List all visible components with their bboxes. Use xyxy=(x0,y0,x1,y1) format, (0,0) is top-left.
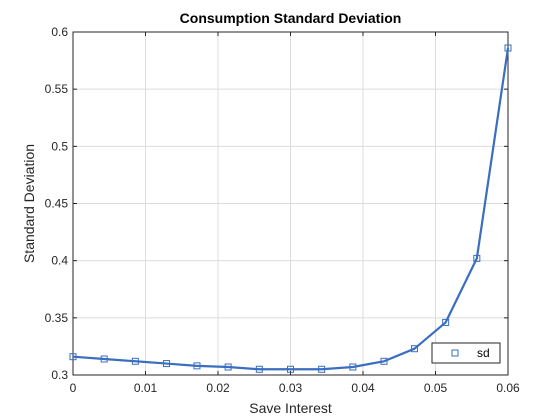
y-tick-label: 0.5 xyxy=(51,139,68,153)
y-tick-label: 0.45 xyxy=(45,197,69,211)
y-tick-label: 0.4 xyxy=(51,254,68,268)
x-tick-label: 0.04 xyxy=(351,381,375,395)
x-axis-label: Save Interest xyxy=(249,400,332,416)
y-tick-label: 0.55 xyxy=(45,82,69,96)
y-tick-label: 0.35 xyxy=(45,311,69,325)
chart-title: Consumption Standard Deviation xyxy=(180,10,402,26)
x-tick-label: 0.05 xyxy=(424,381,448,395)
legend: sd xyxy=(432,343,500,363)
legend-entry-label: sd xyxy=(477,346,490,360)
y-tick-label: 0.3 xyxy=(51,368,68,382)
x-tick-label: 0.01 xyxy=(134,381,158,395)
x-tick-label: 0 xyxy=(70,381,77,395)
legend-box xyxy=(432,343,500,363)
y-tick-label: 0.6 xyxy=(51,25,68,39)
x-tick-label: 0.02 xyxy=(206,381,230,395)
y-axis-label: Standard Deviation xyxy=(21,144,37,263)
x-tick-label: 0.03 xyxy=(279,381,303,395)
x-tick-label: 0.06 xyxy=(496,381,520,395)
